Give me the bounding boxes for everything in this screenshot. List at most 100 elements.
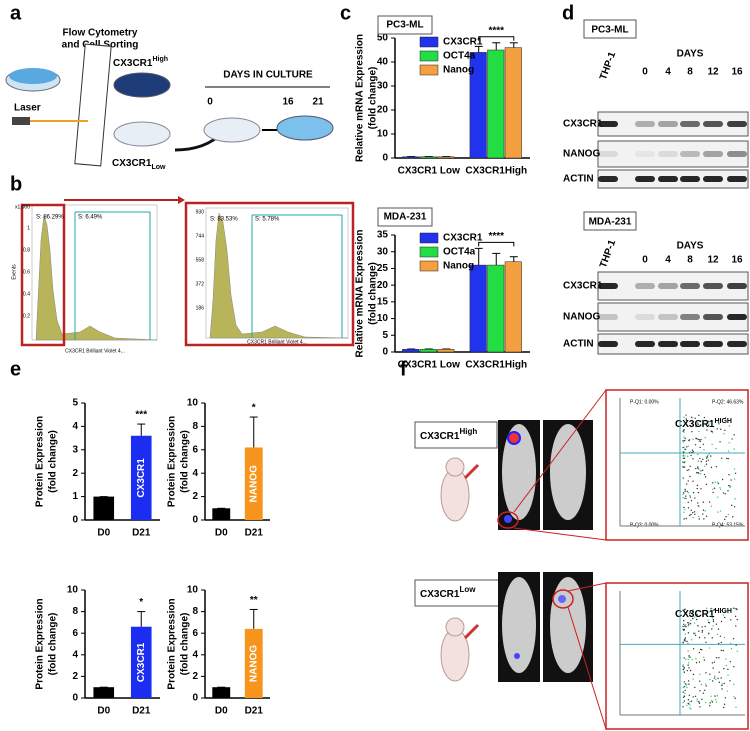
event-dot [700, 488, 702, 490]
event-dot [713, 677, 716, 679]
event-dot [693, 633, 696, 635]
event-dot [710, 455, 712, 457]
y-tick-label: 0.6 [23, 269, 30, 275]
event-dot [701, 649, 703, 651]
y-label: Protein Expression [35, 416, 46, 507]
event-dot [686, 704, 688, 707]
event-dot [715, 701, 718, 703]
bar [469, 264, 487, 353]
x-tick-label: CX3CR1High [465, 360, 527, 371]
event-dot [690, 454, 692, 457]
event-dot [693, 622, 696, 624]
y-label: (fold change) [180, 430, 191, 493]
band [680, 341, 700, 347]
panel-letter: e [10, 358, 21, 380]
event-dot [687, 507, 690, 509]
y-label: Events [11, 264, 17, 280]
bar [469, 52, 487, 159]
event-dot [697, 467, 699, 469]
label: CX3CR1 [113, 58, 153, 69]
mouse-image [502, 577, 536, 673]
lane-label: THP-1 [598, 50, 618, 81]
event-dot [688, 667, 690, 669]
event-dot [685, 685, 687, 687]
event-dot [721, 684, 723, 687]
event-dot [682, 496, 684, 499]
histogram [35, 214, 158, 341]
sup: HIGH [714, 608, 732, 615]
event-dot [687, 642, 689, 645]
event-dot [696, 700, 698, 702]
band [658, 314, 678, 320]
event-dot [724, 429, 726, 431]
event-dot [707, 420, 710, 423]
event-dot [727, 513, 730, 516]
event-dot [729, 486, 731, 489]
event-dot [684, 490, 686, 492]
event-dot [702, 692, 705, 694]
lane-label: 4 [665, 255, 671, 266]
event-dot [698, 440, 700, 443]
y-tick-label: 4 [192, 468, 198, 479]
event-dot [697, 471, 699, 474]
event-dot [682, 461, 684, 464]
event-dot [712, 620, 715, 623]
event-dot [718, 423, 720, 425]
event-dot [682, 686, 685, 689]
event-dot [727, 668, 729, 671]
event-dot [704, 637, 706, 639]
event-dot [682, 446, 684, 449]
band [658, 341, 678, 347]
event-dot [733, 696, 735, 698]
y-tick-label: 50 [377, 33, 389, 44]
event-dot [699, 440, 701, 443]
event-dot [682, 453, 685, 455]
panel-letter: b [10, 173, 22, 195]
y-tick-label: 0 [72, 515, 78, 526]
event-dot [710, 505, 713, 508]
event-dot [699, 706, 701, 708]
event-dot [684, 625, 686, 627]
band [635, 121, 655, 127]
event-dot [726, 690, 728, 692]
sup: Low [459, 585, 476, 594]
event-dot [713, 487, 716, 489]
event-dot [698, 701, 700, 703]
event-dot [694, 444, 697, 446]
gate-label: S: 6.49% [78, 215, 103, 221]
group-label: CX3CR1High [420, 427, 477, 442]
event-dot [732, 516, 734, 518]
highlight-circle [552, 589, 574, 609]
event-dot [689, 701, 691, 703]
event-dot [683, 657, 685, 659]
row-label: NANOG [563, 312, 600, 323]
event-dot [683, 511, 685, 513]
bar-label: NANOG [248, 465, 259, 502]
event-dot [683, 436, 685, 438]
event-dot [684, 683, 687, 685]
event-dot [716, 633, 719, 636]
event-dot [725, 515, 727, 518]
event-dot [706, 607, 708, 610]
event-dot [723, 636, 726, 639]
y-tick-label: 0 [72, 693, 78, 704]
event-dot [708, 423, 710, 425]
quadrant-label: P-Q3: 0.00% [630, 522, 659, 528]
event-dot [722, 649, 725, 652]
event-dot [704, 476, 707, 478]
event-dot [733, 478, 736, 480]
event-dot [683, 639, 685, 641]
event-dot [695, 437, 698, 440]
mouse-image [502, 424, 536, 520]
legend-swatch [419, 64, 439, 76]
event-dot [725, 664, 728, 667]
event-dot [691, 451, 693, 454]
event-dot [710, 422, 712, 424]
event-dot [685, 626, 687, 628]
dish [276, 115, 334, 141]
event-dot [688, 469, 690, 471]
label: CX3CR1 [112, 158, 152, 169]
quadrant-label: P-Q1: 0.00% [630, 399, 659, 405]
event-dot [698, 661, 701, 663]
bar-label: CX3CR1 [136, 458, 147, 498]
